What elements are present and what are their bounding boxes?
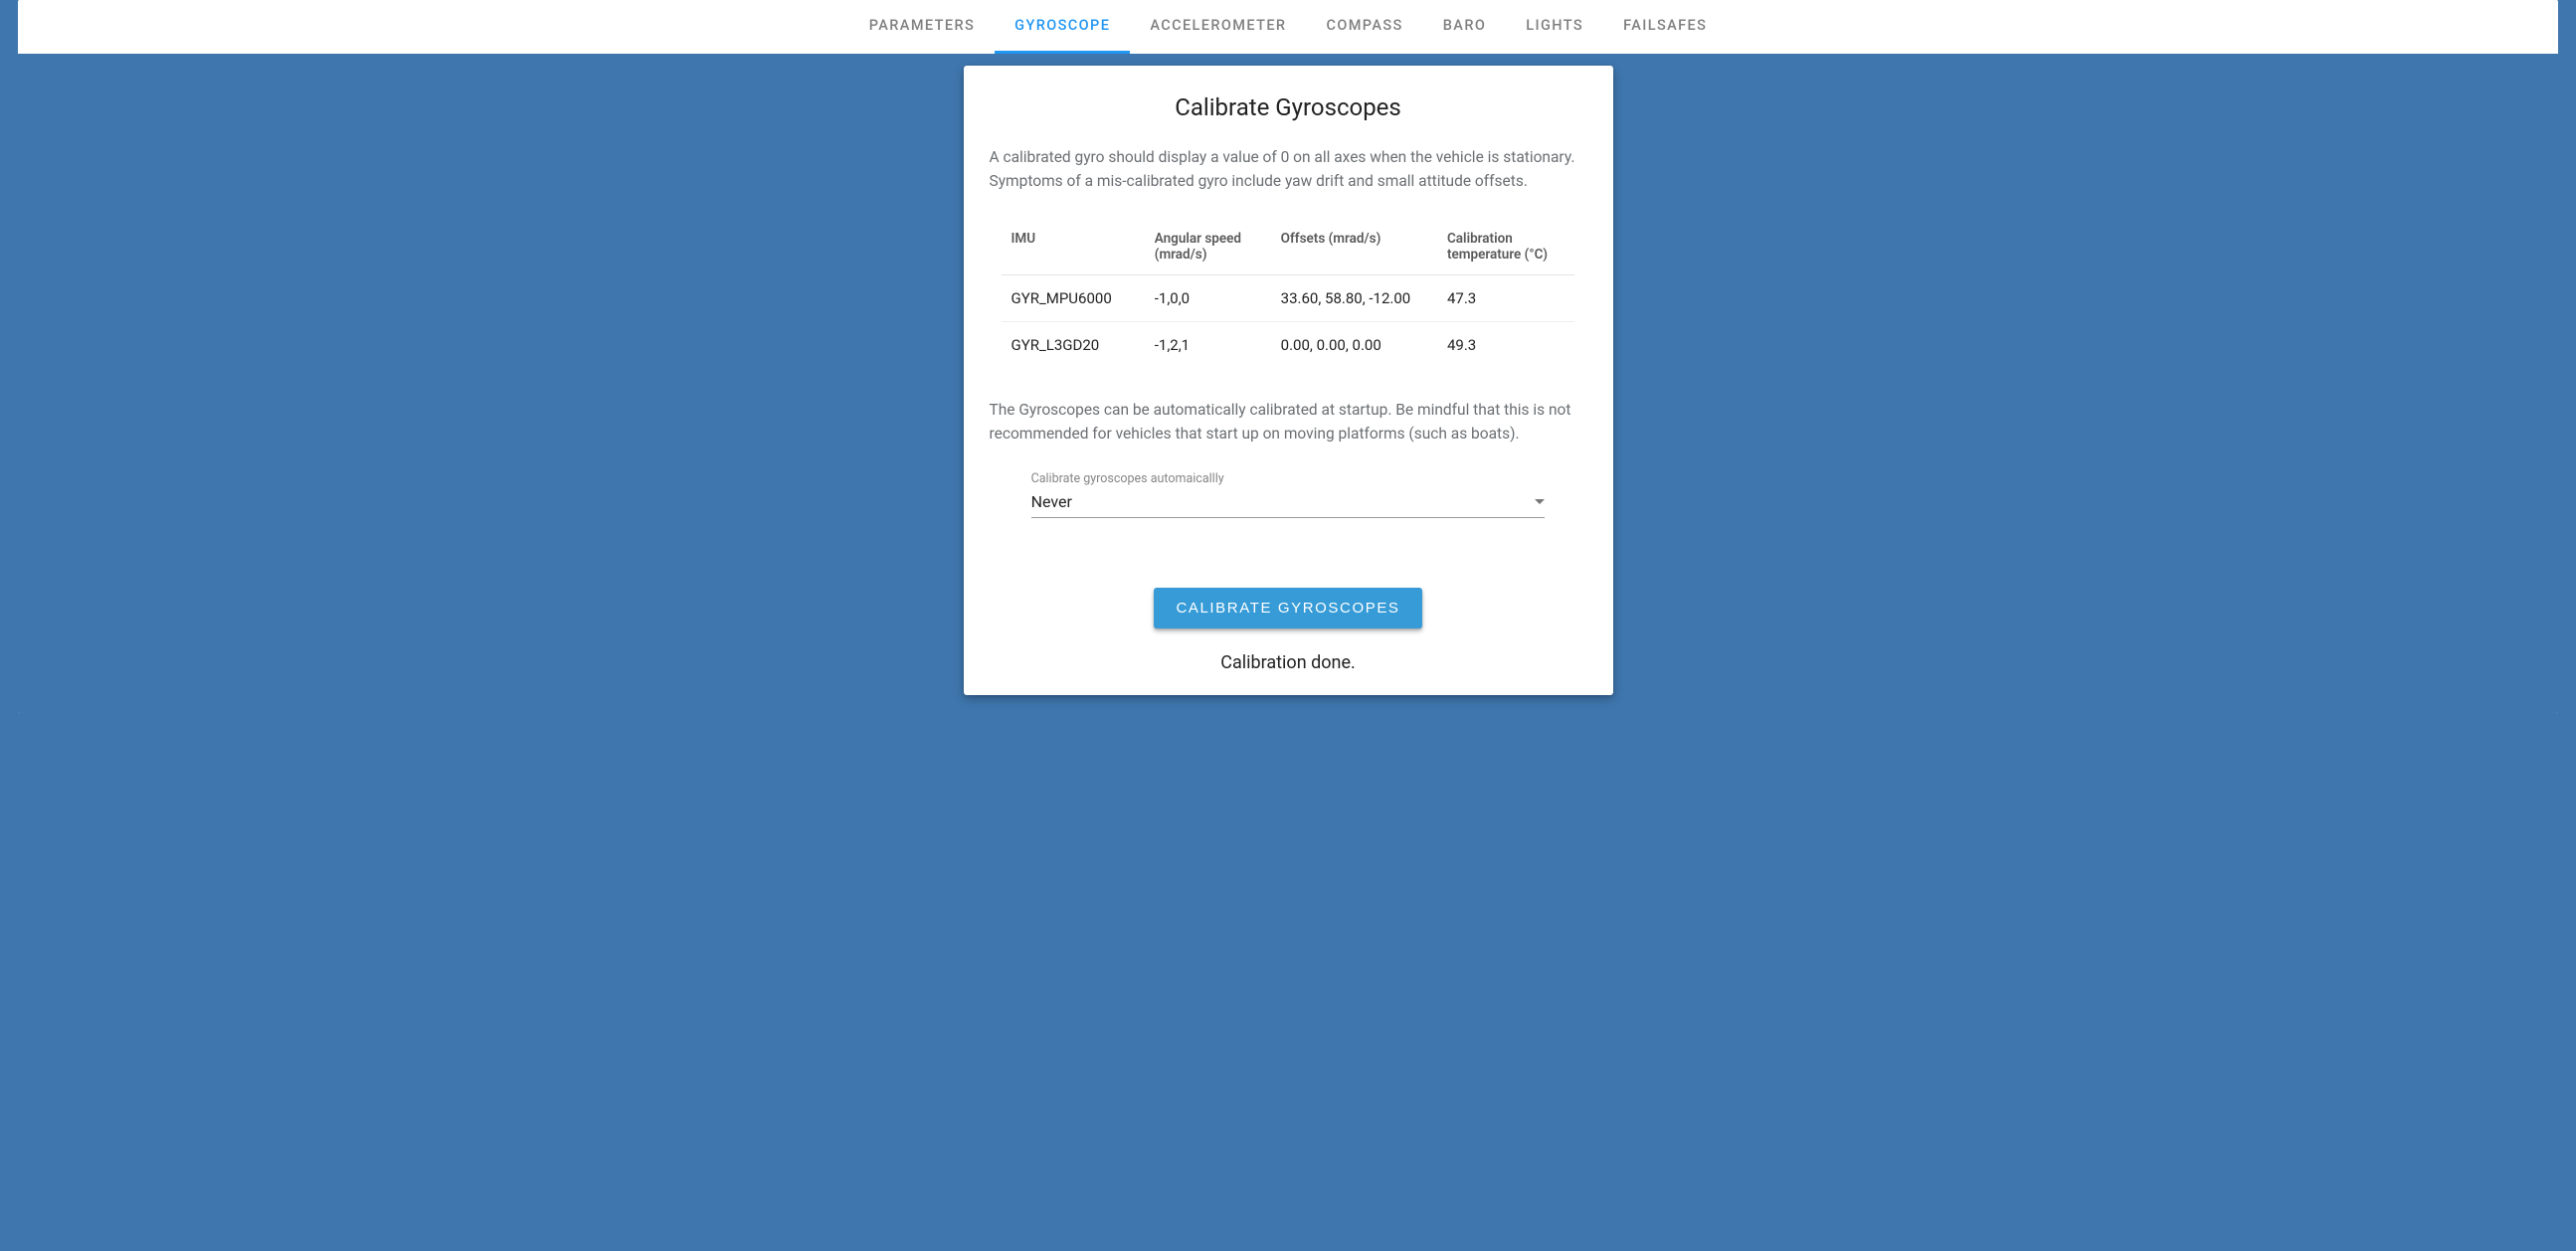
tab-gyroscope[interactable]: GYROSCOPE [995, 0, 1130, 54]
table-header: Calibration temperature (°C) [1437, 221, 1574, 275]
select-value: Never [1031, 492, 1072, 511]
table-cell: 49.3 [1437, 322, 1574, 369]
table-cell: -1,0,0 [1145, 275, 1271, 322]
tabs-bar: PARAMETERSGYROSCOPEACCELEROMETERCOMPASSB… [18, 0, 2558, 54]
tab-baro[interactable]: BARO [1423, 0, 1507, 54]
action-row: CALIBRATE GYROSCOPES [990, 588, 1587, 628]
tab-parameters[interactable]: PARAMETERS [849, 0, 995, 54]
auto-calibration-note: The Gyroscopes can be automatically cali… [990, 398, 1587, 446]
table-cell: GYR_MPU6000 [1002, 275, 1145, 322]
auto-calibrate-select[interactable]: Calibrate gyroscopes automaicallly Never [1031, 471, 1546, 518]
table-header: Angular speed (mrad/s) [1145, 221, 1271, 275]
table-cell: -1,2,1 [1145, 322, 1271, 369]
calibration-status: Calibration done. [990, 652, 1587, 673]
table-cell: 0.00, 0.00, 0.00 [1271, 322, 1437, 369]
content-area: Calibrate Gyroscopes A calibrated gyro s… [18, 54, 2558, 713]
tab-accelerometer[interactable]: ACCELEROMETER [1130, 0, 1306, 54]
gyro-readings-table: IMUAngular speed (mrad/s)Offsets (mrad/s… [1002, 221, 1575, 368]
card-title: Calibrate Gyroscopes [990, 93, 1587, 121]
table-header: IMU [1002, 221, 1145, 275]
select-control[interactable]: Never [1031, 488, 1546, 518]
card-description: A calibrated gyro should display a value… [990, 145, 1587, 193]
table-cell: 47.3 [1437, 275, 1574, 322]
chevron-down-icon [1535, 499, 1545, 504]
calibrate-gyroscopes-button[interactable]: CALIBRATE GYROSCOPES [1154, 588, 1421, 628]
tab-failsafes[interactable]: FAILSAFES [1603, 0, 1727, 54]
select-label: Calibrate gyroscopes automaicallly [1031, 471, 1546, 486]
table-row: GYR_L3GD20-1,2,10.00, 0.00, 0.0049.3 [1002, 322, 1575, 369]
table-header: Offsets (mrad/s) [1271, 221, 1437, 275]
table-cell: 33.60, 58.80, -12.00 [1271, 275, 1437, 322]
table-cell: GYR_L3GD20 [1002, 322, 1145, 369]
gyroscope-card: Calibrate Gyroscopes A calibrated gyro s… [964, 66, 1613, 695]
tab-compass[interactable]: COMPASS [1306, 0, 1422, 54]
tab-lights[interactable]: LIGHTS [1506, 0, 1603, 54]
table-row: GYR_MPU6000-1,0,033.60, 58.80, -12.0047.… [1002, 275, 1575, 322]
page-frame: PARAMETERSGYROSCOPEACCELEROMETERCOMPASSB… [18, 0, 2558, 713]
